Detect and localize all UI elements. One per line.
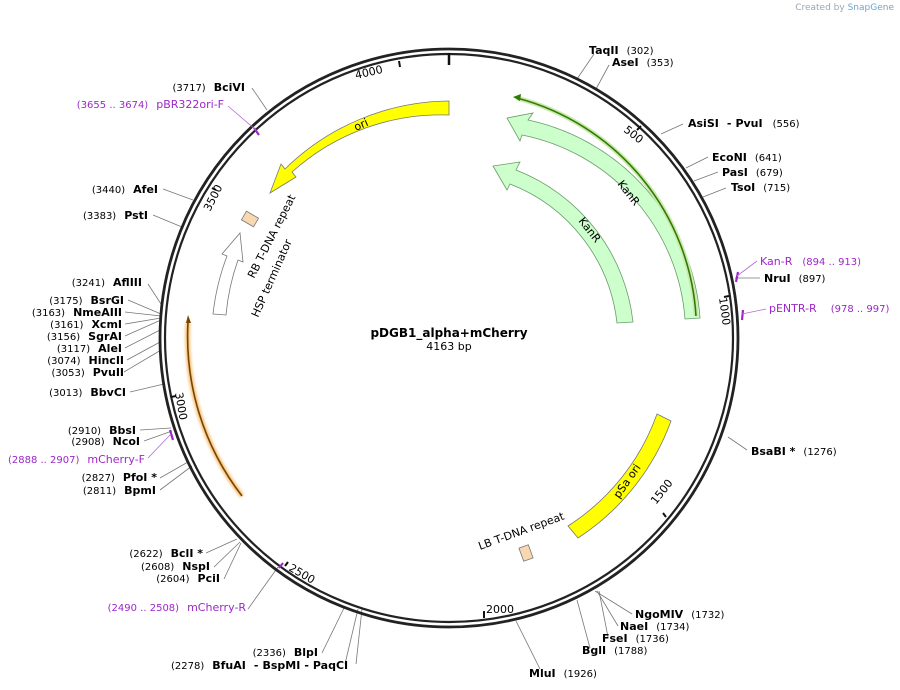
enzyme-bbsi[interactable]: (2910) BbsI xyxy=(68,424,136,437)
enzyme-sgrai[interactable]: (3156) SgrAI xyxy=(47,330,122,343)
enzyme-bpmi[interactable]: (2811) BpmI xyxy=(83,484,156,497)
enzyme-ncoi[interactable]: (2908) NcoI xyxy=(71,435,140,448)
feature-label-lb-repeat: LB T-DNA repeat xyxy=(477,509,567,552)
enzyme-asei[interactable]: AseI (353) xyxy=(612,56,674,69)
enzyme-nrui[interactable]: NruI (897) xyxy=(764,272,826,285)
plasmid-name: pDGB1_alpha+mCherry xyxy=(370,326,527,341)
enzyme-afliii[interactable]: (3241) AflIII xyxy=(72,276,142,289)
enzyme-pcii[interactable]: (2604) PciI xyxy=(156,572,220,585)
watermark: Created by SnapGene xyxy=(795,3,894,13)
primer-mcherry-r[interactable]: (2490 .. 2508) mCherry-R xyxy=(108,601,247,614)
enzyme-pfoi[interactable]: (2827) PfoI * xyxy=(82,471,158,484)
enzyme-bfuai-bspmi-paqci[interactable]: (2278) BfuAI - BspMI - PaqCI xyxy=(171,659,348,672)
enzyme-tsoi[interactable]: TsoI (715) xyxy=(731,181,790,194)
enzyme-econi[interactable]: EcoNI (641) xyxy=(712,151,782,164)
enzyme-bcivi[interactable]: (3717) BciVI xyxy=(172,81,245,94)
enzyme-ngomiv[interactable]: NgoMIV (1732) xyxy=(635,608,725,621)
primer-kan-r[interactable]: Kan-R (894 .. 913) xyxy=(760,255,861,268)
enzyme-nmeaiii[interactable]: (3163) NmeAIII xyxy=(32,306,122,319)
enzyme-blpi[interactable]: (2336) BlpI xyxy=(253,646,318,659)
kan-orf-highlight xyxy=(513,94,699,317)
enzyme-fsei[interactable]: FseI (1736) xyxy=(602,632,669,645)
feature-psa-ori xyxy=(567,413,672,539)
feature-label-ori: ori xyxy=(352,116,370,134)
primer-leaders xyxy=(147,105,767,459)
enzyme-taqii[interactable]: TaqII (302) xyxy=(589,44,654,57)
enzyme-naei[interactable]: NaeI (1734) xyxy=(620,620,690,633)
feature-kanr-outer xyxy=(506,112,701,320)
leader-lines xyxy=(123,53,760,670)
primer-pbr322ori-f[interactable]: (3655 .. 3674) pBR322ori-F xyxy=(77,98,224,111)
watermark-prefix: Created by xyxy=(795,3,845,13)
primer-mcherry-f[interactable]: (2888 .. 2907) mCherry-F xyxy=(8,453,145,466)
plasmid-size: 4163 bp xyxy=(426,340,471,353)
primer-pentr-r[interactable]: pENTR-R (978 .. 997) xyxy=(769,302,889,315)
enzyme-bcli[interactable]: (2622) BclI * xyxy=(129,547,203,560)
enzyme-nspi[interactable]: (2608) NspI xyxy=(141,560,210,573)
enzyme-alei[interactable]: (3117) AleI xyxy=(57,342,122,355)
enzyme-pvuii[interactable]: (3053) PvuII xyxy=(51,366,124,379)
mcherry-orf-highlight xyxy=(185,315,244,498)
feature-ori xyxy=(269,100,450,194)
enzyme-bsrgi[interactable]: (3175) BsrGI xyxy=(49,294,124,307)
enzyme-xcmi[interactable]: (3161) XcmI xyxy=(50,318,122,331)
feature-kanr-inner xyxy=(492,161,634,324)
enzyme-asisi-pvui[interactable]: AsiSI - PvuI (556) xyxy=(688,117,800,130)
enzyme-afei[interactable]: (3440) AfeI xyxy=(92,183,158,196)
watermark-brand: SnapGene xyxy=(847,3,894,13)
enzyme-bbvci[interactable]: (3013) BbvCI xyxy=(49,386,126,399)
feature-lb-repeat xyxy=(518,544,534,562)
enzyme-hincii[interactable]: (3074) HincII xyxy=(47,354,124,367)
tick-label-3500: 3500 xyxy=(201,183,225,214)
tick-marks xyxy=(170,60,730,618)
tick-label-1500: 1500 xyxy=(648,477,675,507)
tick-label-2000: 2000 xyxy=(486,603,514,616)
enzyme-mlui[interactable]: MluI (1926) xyxy=(529,667,597,680)
enzyme-bsabi[interactable]: BsaBI * (1276) xyxy=(751,445,837,458)
tick-label-3000: 3000 xyxy=(172,391,190,421)
feature-hsp-terminator xyxy=(212,232,244,316)
enzyme-bgli[interactable]: BglI (1788) xyxy=(582,644,647,657)
enzyme-pasi[interactable]: PasI (679) xyxy=(722,166,783,179)
feature-rb-repeat xyxy=(240,210,260,228)
tick-label-500: 500 xyxy=(621,123,646,146)
tick-label-2500: 2500 xyxy=(287,561,318,586)
backbone-outer xyxy=(158,47,740,629)
tick-label-1000: 1000 xyxy=(716,297,733,327)
enzyme-psti[interactable]: (3383) PstI xyxy=(83,209,148,222)
tick-label-4000: 4000 xyxy=(354,63,384,82)
